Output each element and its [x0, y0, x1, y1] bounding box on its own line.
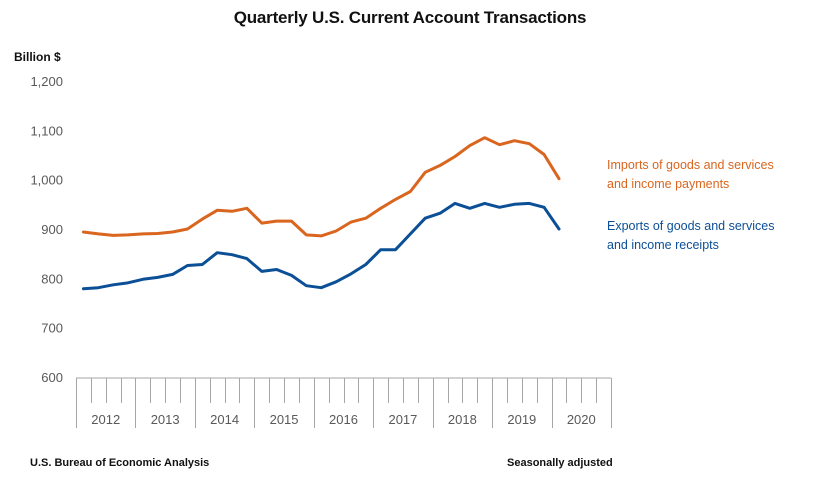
x-tick-label: 2012 — [91, 412, 120, 427]
y-tick-label: 700 — [41, 321, 63, 336]
adjustment-note: Seasonally adjusted — [507, 457, 613, 469]
y-axis-ticks: 600 700 800 900 1,000 1,100 1,200 — [30, 74, 63, 385]
x-tick-label: 2014 — [210, 412, 239, 427]
y-axis-label: Billion $ — [14, 50, 61, 64]
x-tick-label: 2019 — [507, 412, 536, 427]
y-tick-label: 800 — [41, 271, 63, 286]
x-tick-label: 2013 — [151, 412, 180, 427]
legend-exports: Exports of goods and services and income… — [607, 217, 774, 255]
series-lines — [81, 136, 561, 291]
exports-line — [81, 201, 561, 291]
legend-exports-line2: and income receipts — [607, 238, 719, 252]
legend-imports-line1: Imports of goods and services — [607, 158, 774, 172]
y-tick-label: 900 — [41, 222, 63, 237]
x-tick-label: 2018 — [448, 412, 477, 427]
y-tick-label: 1,100 — [30, 123, 63, 138]
y-tick-label: 1,200 — [30, 74, 63, 89]
y-tick-label: 1,000 — [30, 173, 63, 188]
x-axis: 2012 2013 2014 2015 2016 2017 2018 2019 2020 — [76, 377, 612, 428]
x-tick-label: 2015 — [270, 412, 299, 427]
x-tick-label: 2016 — [329, 412, 358, 427]
legend-exports-line1: Exports of goods and services — [607, 219, 775, 233]
imports-line — [81, 136, 561, 238]
chart-title: Quarterly U.S. Current Account Transacti… — [233, 8, 587, 27]
legend-imports: Imports of goods and services and income… — [607, 156, 774, 194]
source-note: U.S. Bureau of Economic Analysis — [30, 457, 210, 469]
x-tick-label: 2020 — [567, 412, 596, 427]
x-tick-label: 2017 — [388, 412, 417, 427]
legend-imports-line2: and income payments — [607, 177, 730, 191]
y-tick-label: 600 — [41, 370, 63, 385]
